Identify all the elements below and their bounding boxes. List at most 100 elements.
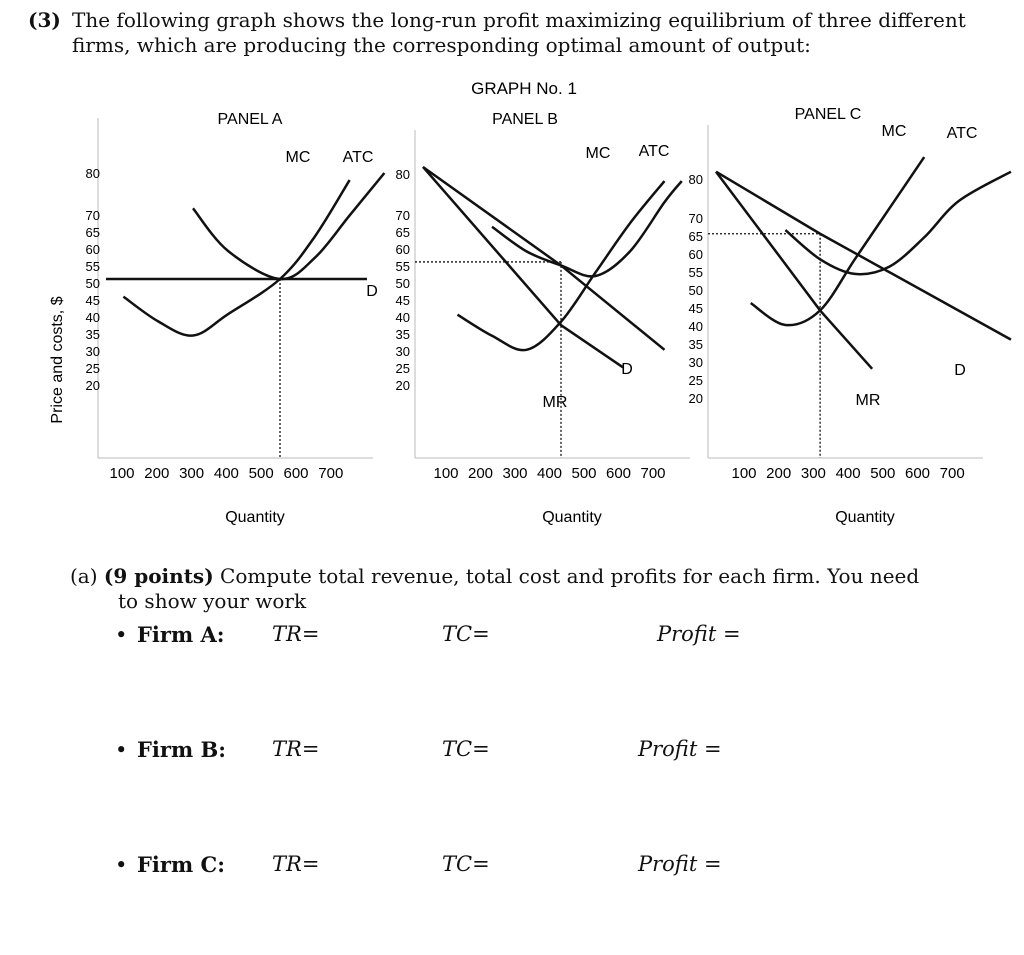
- bullet: •: [115, 738, 128, 762]
- y-tick-label: 50: [86, 276, 100, 291]
- x-tick-label: 500: [870, 465, 895, 482]
- y-tick-label: 80: [86, 166, 100, 181]
- y-tick-label: 20: [689, 391, 703, 406]
- part-a: (a) (9 points) Compute total revenue, to…: [70, 564, 970, 614]
- x-axis-label: Quantity: [835, 509, 895, 526]
- question-text-line1: The following graph shows the long-run p…: [72, 8, 966, 32]
- x-tick-label: 600: [283, 465, 308, 482]
- x-tick-label: 400: [537, 465, 562, 482]
- y-tick-label: 55: [86, 259, 100, 274]
- x-tick-label: 300: [502, 465, 527, 482]
- y-tick-label: 65: [396, 225, 410, 240]
- y-tick-label: 30: [86, 344, 100, 359]
- panel-title: PANEL B: [492, 111, 558, 128]
- part-a-points: (9 points): [103, 564, 214, 588]
- graph-title: GRAPH No. 1: [471, 79, 577, 98]
- d-label: D: [621, 361, 633, 378]
- panel-c: PANEL C 80 70 65 60 55 50 45 40 35 30 25 20 100 200 300…: [689, 106, 1012, 526]
- y-tick-label: 50: [396, 276, 410, 291]
- atc-curve: [192, 172, 386, 281]
- firm-b-profit: Profit =: [638, 737, 722, 761]
- y-tick-label: 45: [396, 293, 410, 308]
- mr-curve: [422, 166, 624, 369]
- x-tick-label: 100: [731, 465, 756, 482]
- atc-curve: [784, 170, 1012, 276]
- firm-name: Firm C:: [137, 852, 225, 877]
- x-tick-label: 400: [214, 465, 239, 482]
- mr-label: MR: [856, 392, 881, 409]
- y-tick-label: 45: [86, 293, 100, 308]
- y-tick-label: 25: [689, 373, 703, 388]
- x-tick-label: 100: [109, 465, 134, 482]
- firm-c-tc: TC=: [442, 852, 490, 876]
- y-tick-label: 40: [86, 310, 100, 325]
- mc-curve: [122, 179, 351, 337]
- y-tick-label: 60: [689, 247, 703, 262]
- firm-row-a: • Firm A:: [115, 622, 225, 647]
- y-tick-label: 45: [689, 301, 703, 316]
- atc-curve: [491, 180, 683, 278]
- y-axis-label: Price and costs, $: [49, 296, 66, 423]
- x-tick-label: 200: [468, 465, 493, 482]
- y-tick-label: 20: [396, 378, 410, 393]
- y-tick-label: 70: [396, 208, 410, 223]
- panel-a: PANEL A 80 70 65 60 55 50 45 40 35 30 25 20 100 200 300…: [86, 111, 386, 526]
- x-tick-label: 200: [766, 465, 791, 482]
- firm-a-tc: TC=: [442, 622, 490, 646]
- graph-figure: GRAPH No. 1 Price and costs, $ PANEL A 80…: [49, 79, 1012, 526]
- x-tick-label: 500: [571, 465, 596, 482]
- firm-name: Firm A:: [137, 622, 225, 647]
- y-tick-label: 70: [689, 211, 703, 226]
- part-a-label: (a): [70, 564, 98, 588]
- firm-name: Firm B:: [137, 737, 226, 762]
- y-tick-label: 30: [689, 355, 703, 370]
- y-tick-label: 35: [689, 337, 703, 352]
- x-tick-label: 300: [801, 465, 826, 482]
- y-tick-label: 25: [86, 361, 100, 376]
- y-tick-label: 80: [396, 167, 410, 182]
- y-tick-label: 55: [396, 259, 410, 274]
- question-number: (3): [28, 8, 61, 32]
- panel-title: PANEL A: [218, 111, 283, 128]
- y-tick-label: 50: [689, 283, 703, 298]
- y-tick-label: 80: [689, 172, 703, 187]
- mc-curve: [749, 156, 926, 327]
- firm-c-tr: TR=: [272, 852, 320, 876]
- x-tick-label: 700: [940, 465, 965, 482]
- d-label: D: [954, 362, 966, 379]
- x-axis-label: Quantity: [542, 509, 602, 526]
- x-tick-label: 500: [249, 465, 274, 482]
- y-tick-label: 40: [396, 310, 410, 325]
- y-tick-label: 65: [86, 225, 100, 240]
- d-curve: [422, 165, 666, 351]
- firm-row-b: • Firm B:: [115, 737, 226, 762]
- x-tick-label: 700: [318, 465, 343, 482]
- x-tick-label: 200: [144, 465, 169, 482]
- y-tick-label: 25: [396, 361, 410, 376]
- d-label: D: [366, 283, 378, 300]
- atc-label: ATC: [947, 125, 978, 142]
- x-tick-label: 700: [640, 465, 665, 482]
- x-tick-label: 300: [179, 465, 204, 482]
- mc-curve: [456, 180, 666, 352]
- bullet: •: [115, 623, 128, 647]
- firm-b-tr: TR=: [272, 737, 320, 761]
- x-tick-label: 100: [433, 465, 458, 482]
- x-tick-label: 600: [606, 465, 631, 482]
- panel-title: PANEL C: [795, 106, 862, 123]
- firm-a-tr: TR=: [272, 622, 320, 646]
- y-tick-label: 35: [396, 327, 410, 342]
- y-tick-label: 65: [689, 229, 703, 244]
- y-tick-label: 60: [86, 242, 100, 257]
- mc-label: MC: [882, 123, 907, 140]
- mc-label: MC: [286, 149, 311, 166]
- atc-label: ATC: [639, 143, 670, 160]
- part-a-text-line2: to show your work: [118, 589, 307, 613]
- firm-b-tc: TC=: [442, 737, 490, 761]
- question-header: (3) The following graph shows the long-r…: [28, 8, 1008, 57]
- bullet: •: [115, 853, 128, 877]
- y-tick-label: 40: [689, 319, 703, 334]
- firm-c-profit: Profit =: [638, 852, 722, 876]
- y-tick-label: 35: [86, 327, 100, 342]
- y-tick-label: 60: [396, 242, 410, 257]
